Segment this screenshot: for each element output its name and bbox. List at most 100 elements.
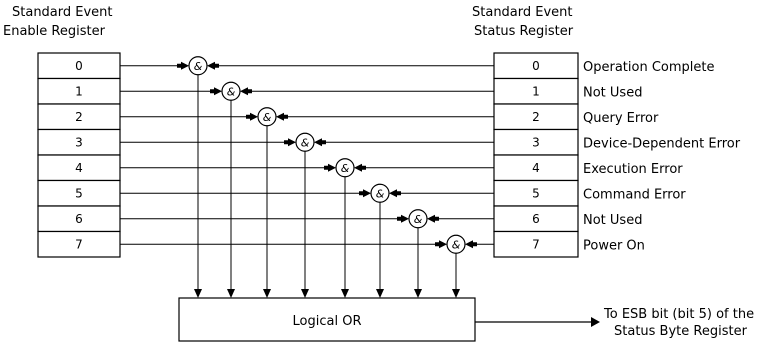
arrowhead: [363, 189, 371, 198]
register-cell: [493, 179, 579, 207]
wire-end-mark: [473, 242, 477, 247]
bit-label: Power On: [583, 238, 645, 253]
gate-symbol: [257, 107, 277, 127]
bit-label: Command Error: [583, 187, 686, 202]
gate-symbol: [446, 234, 466, 254]
wire-end-mark: [362, 165, 366, 170]
logical-or-box: [178, 297, 476, 342]
enable-register-row: 0: [37, 52, 121, 80]
gate-ampersand: &: [263, 111, 272, 124]
gate-ampersand: &: [341, 162, 350, 175]
wire-end-mark: [324, 165, 328, 170]
arrowhead: [414, 289, 422, 298]
register-cell: [37, 230, 121, 258]
enable-bit-number: 7: [75, 237, 83, 251]
status-register-row: 4: [493, 154, 579, 182]
wire-end-mark: [248, 89, 252, 94]
status-register: 0 1 2 3 4 5 6 7: [493, 52, 579, 258]
enable-bit-number: 4: [75, 161, 83, 175]
arrowhead: [181, 61, 189, 70]
gate-ampersand: &: [376, 187, 385, 200]
enable-bit-number: 0: [75, 59, 83, 73]
status-register-row: 1: [493, 77, 579, 105]
wire-end-mark: [177, 63, 181, 68]
and-gate: &: [246, 107, 288, 127]
arrowhead: [401, 214, 409, 223]
wire-end-mark: [210, 89, 214, 94]
wire-end-mark: [322, 140, 326, 145]
and-gate: &: [435, 234, 477, 254]
enable-register-title-line2: Enable Register: [3, 24, 106, 39]
gate-symbol: [188, 56, 208, 76]
register-cell: [37, 77, 121, 105]
wire-end-mark: [435, 216, 439, 221]
status-register-row: 3: [493, 128, 579, 156]
gate-ampersand: &: [301, 136, 310, 149]
and-gate: &: [359, 183, 401, 203]
status-register-row: 0: [493, 52, 579, 80]
arrowhead: [276, 112, 284, 121]
wire-end-mark: [284, 114, 288, 119]
gate-ampersand: &: [452, 238, 461, 251]
and-gate: &: [210, 81, 252, 101]
status-bit-number: 5: [532, 186, 540, 200]
and-gate: &: [177, 56, 219, 76]
arrowhead: [465, 240, 473, 249]
wire-end-mark: [215, 63, 219, 68]
enable-register-row: 1: [37, 77, 121, 105]
enable-register-row: 2: [37, 103, 121, 131]
gate-ampersand: &: [414, 213, 423, 226]
status-register-row: 6: [493, 205, 579, 233]
enable-register-row: 6: [37, 205, 121, 233]
and-gate: &: [324, 158, 366, 178]
status-bit-number: 6: [532, 212, 540, 226]
arrowhead: [439, 240, 447, 249]
and-gate: &: [397, 209, 439, 229]
status-bit-number: 0: [532, 59, 540, 73]
bit-label: Device-Dependent Error: [583, 136, 741, 151]
status-bit-number: 7: [532, 237, 540, 251]
and-gates: & & & & & & & &: [177, 56, 477, 254]
bit-label: Query Error: [583, 111, 659, 126]
arrowhead: [452, 289, 460, 298]
gate-symbol: [408, 209, 428, 229]
enable-bit-number: 6: [75, 212, 83, 226]
wire-end-mark: [359, 191, 363, 196]
gate-symbol: [335, 158, 355, 178]
gate-symbol: [370, 183, 390, 203]
enable-register: 0 1 2 3 4 5 6 7: [37, 52, 121, 258]
arrowhead: [354, 163, 362, 172]
wire-end-mark: [284, 140, 288, 145]
status-bit-number: 1: [532, 84, 540, 98]
enable-register-row: 3: [37, 128, 121, 156]
register-cell: [37, 52, 121, 80]
and-gate: &: [284, 132, 326, 152]
enable-register-title-line1: Standard Event: [12, 5, 113, 20]
arrowhead: [389, 189, 397, 198]
logical-or-label: Logical OR: [293, 314, 362, 329]
wire-end-mark: [397, 216, 401, 221]
wire-end-mark: [435, 242, 439, 247]
arrowhead: [314, 138, 322, 147]
gate-ampersand: &: [194, 60, 203, 73]
enable-register-row: 7: [37, 230, 121, 258]
gate-symbol: [221, 81, 241, 101]
wire-end-mark: [397, 191, 401, 196]
arrowhead: [328, 163, 336, 172]
bit-label: Not Used: [583, 85, 642, 100]
output-arrow: [475, 317, 600, 327]
status-bit-number: 4: [532, 161, 540, 175]
enable-register-row: 4: [37, 154, 121, 182]
arrowhead: [263, 289, 271, 298]
enable-bit-number: 2: [75, 110, 83, 124]
output-label-line2: Status Byte Register: [614, 324, 748, 339]
bit-wiring: [120, 65, 494, 298]
arrowhead: [227, 289, 235, 298]
status-bit-number: 3: [532, 135, 540, 149]
arrowhead: [250, 112, 258, 121]
status-register-row: 7: [493, 230, 579, 258]
enable-register-row: 5: [37, 179, 121, 207]
gate-symbol: [295, 132, 315, 152]
enable-bit-number: 5: [75, 186, 83, 200]
